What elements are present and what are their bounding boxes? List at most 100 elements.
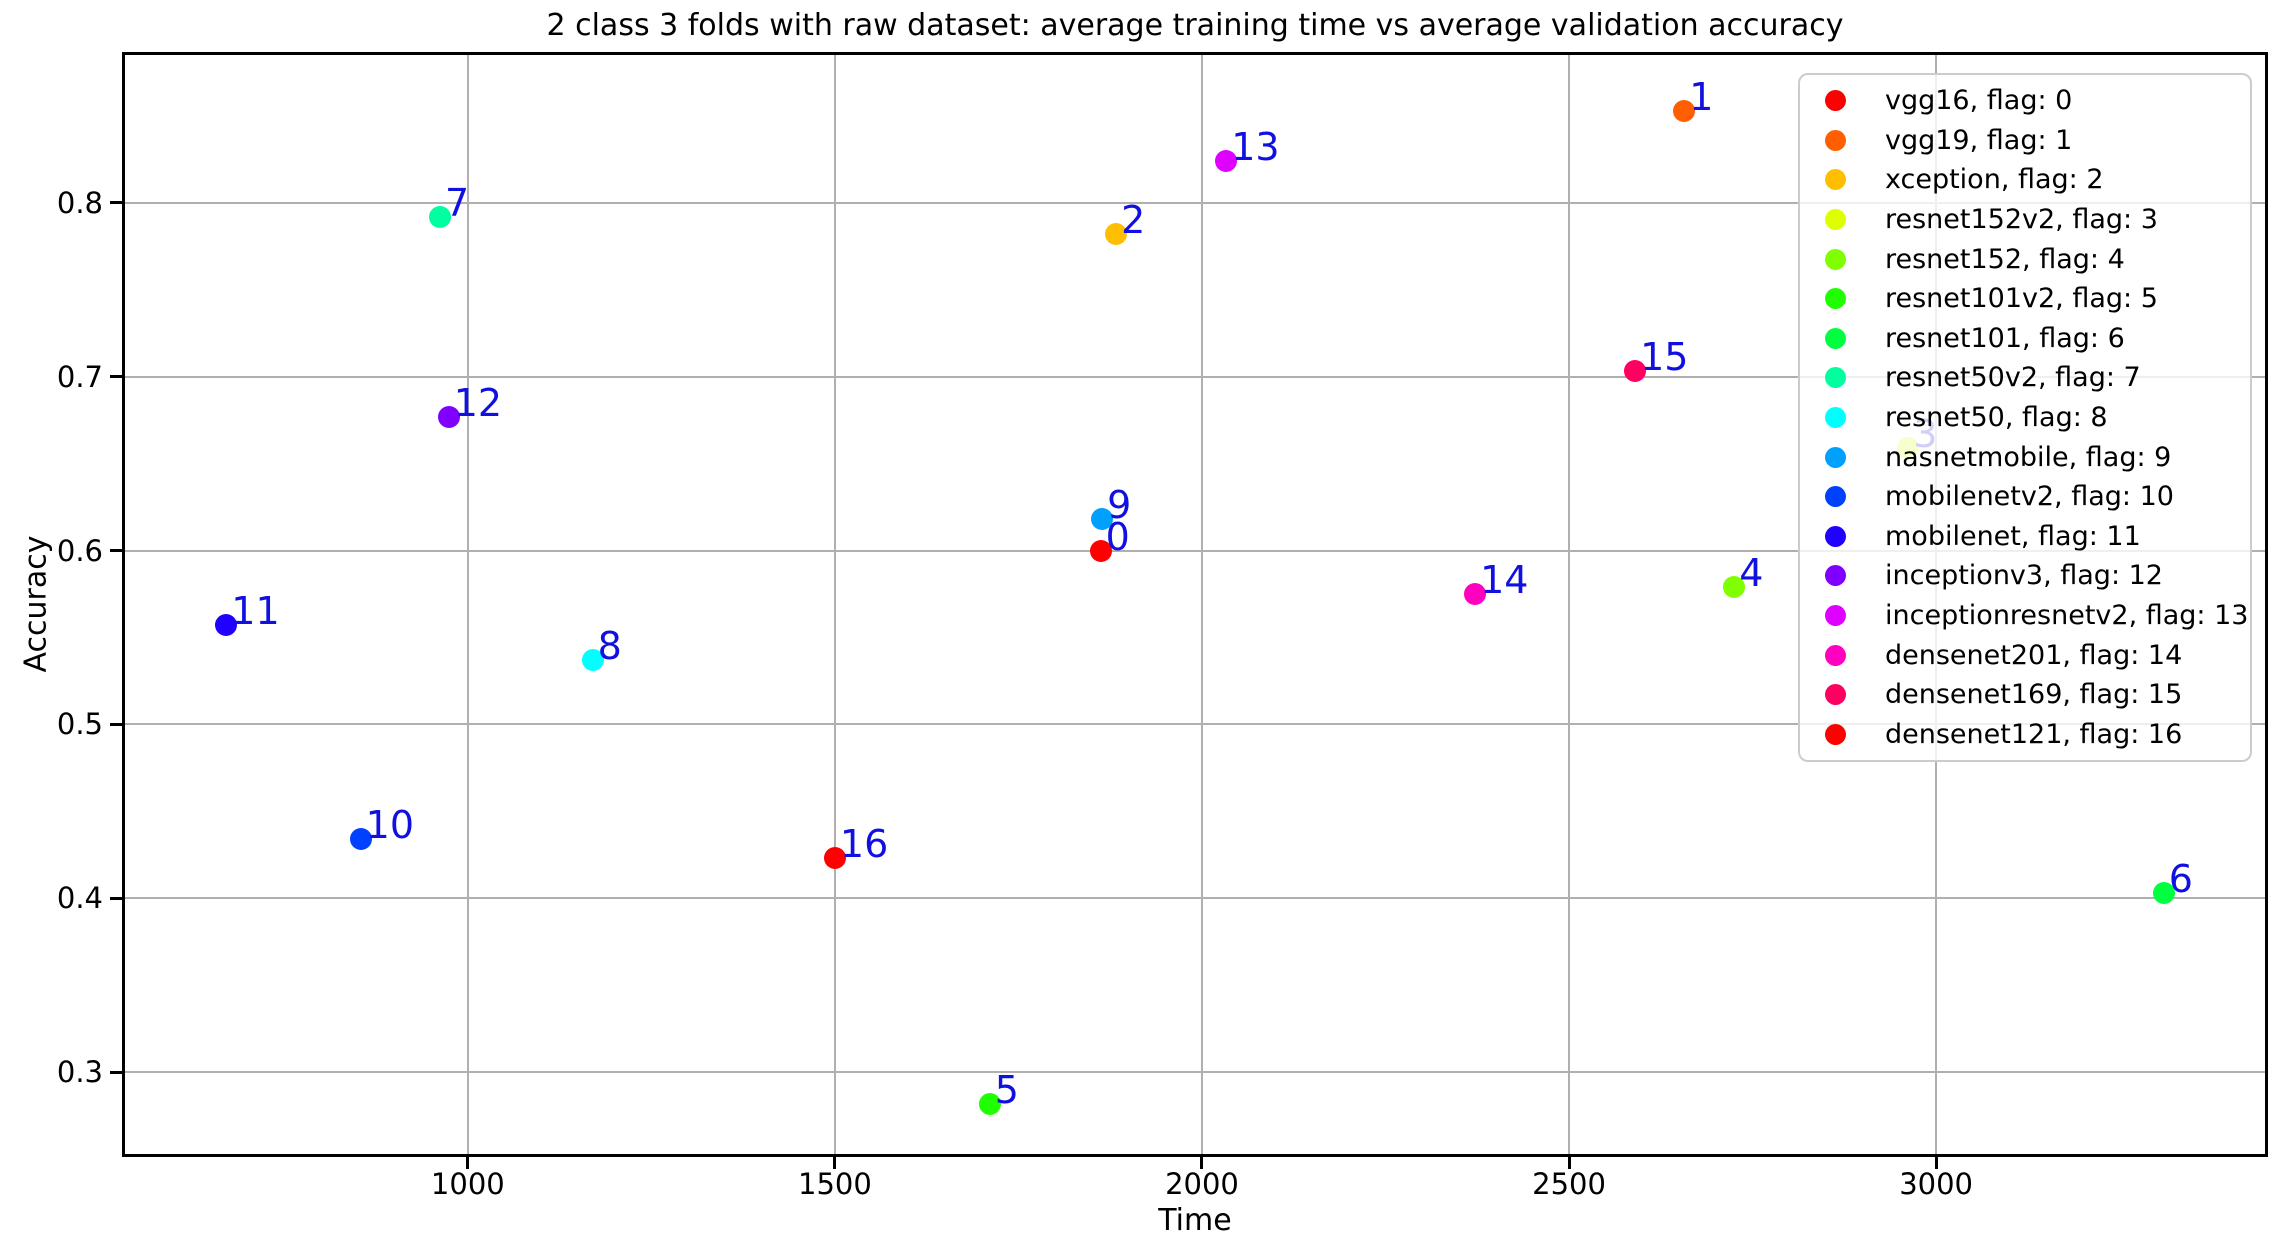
x-gridline-1000 [466,55,469,1154]
legend-label: xception, flag: 2 [1885,164,2104,196]
point-annotation-10: 10 [365,803,415,848]
y-gridline-0.8 [125,201,2265,204]
legend-item-inceptionresnetv2: inceptionresnetv2, flag: 13 [1800,596,2250,636]
plot-area: 1000 1500 2000 2500 3000 0.3 0.4 0.5 0.6 0.7 0.8 0 1… [57,52,2268,1201]
scatter-point-resnet50 [581,649,604,672]
scatter-point-nasnetmobile [1091,508,1114,531]
legend-swatch-icon [1825,367,1846,389]
point-annotation-8: 8 [597,624,622,669]
x-tick-label-1500: 1500 [798,1167,872,1201]
y-tick-mark-0.3 [110,1070,122,1074]
y-tick-mark-0.6 [110,549,122,553]
legend-swatch-icon [1825,644,1846,666]
legend-swatch-icon [1825,248,1846,270]
legend-item-densenet169: densenet169, flag: 15 [1800,675,2250,715]
point-annotation-15: 15 [1640,335,1689,380]
scatter-point-resnet101v2 [978,1092,1001,1115]
point-annotation-2: 2 [1121,198,1146,243]
point-annotation-0: 0 [1105,514,1130,559]
x-gridline-1500 [833,55,836,1154]
y-tick-mark-0.8 [110,201,122,205]
legend-swatch-icon [1825,723,1846,745]
legend-item-mobilenet: mobilenet, flag: 11 [1800,517,2250,557]
scatter-point-inceptionresnetv2 [1215,150,1238,173]
scatter-point-resnet101 [2152,882,2175,905]
legend-item-densenet121: densenet121, flag: 16 [1800,715,2250,755]
legend-swatch-icon [1825,90,1846,112]
y-tick-label-0.7: 0.7 [56,359,103,394]
point-annotation-16: 16 [839,822,889,867]
y-tick-label-0.3: 0.3 [56,1055,103,1090]
legend-swatch-icon [1825,605,1846,627]
scatter-point-vgg16 [1089,539,1112,562]
legend-swatch-icon [1825,525,1846,547]
point-annotation-1: 1 [1689,74,1714,119]
y-tick-mark-0.4 [110,896,122,900]
scatter-point-vgg19 [1673,99,1696,122]
y-tick-label-0.5: 0.5 [56,707,103,742]
point-annotation-5: 5 [994,1067,1019,1112]
legend-item-densenet201: densenet201, flag: 14 [1800,635,2250,675]
point-annotation-12: 12 [453,380,503,425]
scatter-point-densenet121 [823,847,846,870]
legend-swatch-icon [1825,565,1846,587]
x-tick-label-3000: 3000 [1899,1167,1973,1201]
scatter-point-resnet50v2 [428,205,451,228]
y-gridline-0.5 [125,723,2265,726]
legend-swatch-icon [1825,446,1846,468]
x-tick-label-1000: 1000 [430,1167,505,1201]
legend-swatch-icon [1825,407,1846,429]
scatter-point-mobilenetv2 [349,828,372,851]
point-annotation-4: 4 [1739,551,1764,596]
legend-swatch-icon [1825,169,1846,191]
x-tick-mark-1500 [833,1157,837,1169]
x-tick-label-2000: 2000 [1165,1167,1239,1201]
point-annotation-9: 9 [1107,483,1132,528]
legend-swatch-icon [1825,684,1846,706]
legend-label: inceptionresnetv2, flag: 13 [1885,600,2249,632]
scatter-point-densenet201 [1464,583,1487,606]
point-annotation-7: 7 [444,180,470,225]
legend-swatch-icon [1825,209,1846,231]
legend-label: mobilenetv2, flag: 10 [1885,481,2174,513]
y-axis-label: Accuracy [18,535,54,673]
legend-label: vgg19, flag: 1 [1885,124,2073,156]
chart-title: 2 class 3 folds with raw dataset: averag… [546,8,1844,43]
scatter-point-inceptionv3 [437,405,460,428]
legend-item-inceptionv3: inceptionv3, flag: 12 [1800,556,2250,596]
legend: vgg16, flag: 0 vgg19, flag: 1 xception, fl… [1798,73,2252,762]
y-tick-label-0.6: 0.6 [56,533,103,568]
x-tick-mark-2500 [1567,1157,1571,1169]
y-gridline-0.4 [125,897,2265,900]
legend-label: resnet50, flag: 8 [1885,402,2108,434]
legend-label: mobilenet, flag: 11 [1885,520,2141,552]
legend-label: densenet121, flag: 16 [1885,718,2183,750]
y-gridline-0.3 [125,1071,2265,1074]
legend-label: densenet201, flag: 14 [1885,639,2183,671]
scatter-point-mobilenet [215,614,238,637]
point-annotation-11: 11 [231,589,280,634]
y-tick-label-0.8: 0.8 [56,185,103,220]
legend-item-resnet101: resnet101, flag: 6 [1800,319,2250,359]
legend-label: resnet152v2, flag: 3 [1885,204,2158,236]
legend-item-resnet152: resnet152, flag: 4 [1800,239,2250,279]
y-tick-mark-0.5 [110,722,122,726]
legend-item-resnet50v2: resnet50v2, flag: 7 [1800,358,2250,398]
point-annotation-13: 13 [1231,125,1280,170]
legend-label: resnet50v2, flag: 7 [1885,362,2141,394]
legend-label: inceptionv3, flag: 12 [1885,560,2163,592]
legend-label: vgg16, flag: 0 [1885,85,2073,117]
x-gridline-2500 [1568,55,1571,1154]
legend-swatch-icon [1825,486,1846,508]
scatter-point-resnet152 [1723,576,1746,599]
legend-item-mobilenetv2: mobilenetv2, flag: 10 [1800,477,2250,517]
legend-item-resnet152v2: resnet152v2, flag: 3 [1800,200,2250,240]
legend-label: resnet152, flag: 4 [1885,243,2125,275]
x-axis-label: Time [1158,1203,1232,1238]
point-annotation-14: 14 [1480,558,1529,603]
legend-swatch-icon [1825,327,1846,349]
y-gridline-0.6 [125,549,2265,552]
scatter-point-densenet169 [1624,360,1647,383]
legend-label: resnet101, flag: 6 [1885,322,2125,354]
